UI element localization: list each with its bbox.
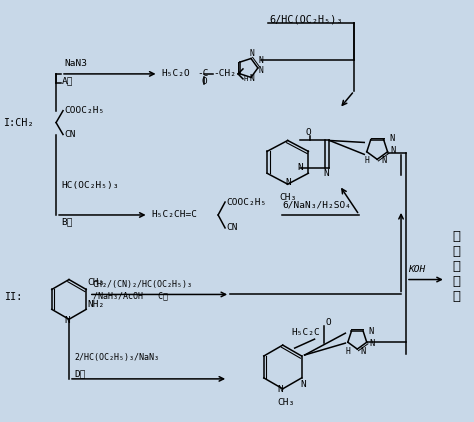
Text: CH₃: CH₃	[278, 398, 295, 407]
Text: N: N	[250, 74, 255, 84]
Text: CN: CN	[226, 223, 237, 233]
Text: O: O	[306, 128, 311, 137]
Text: H: H	[346, 346, 350, 356]
Text: CH₃: CH₃	[87, 278, 104, 287]
Text: H: H	[244, 76, 248, 82]
Text: H: H	[364, 156, 369, 165]
Text: CH₃: CH₃	[280, 192, 297, 202]
Text: H₅C₂CH=C: H₅C₂CH=C	[152, 211, 198, 219]
Text: N: N	[286, 178, 292, 187]
Text: -CH₂-: -CH₂-	[213, 69, 242, 78]
Text: A法: A法	[62, 76, 73, 85]
Text: O: O	[326, 318, 331, 327]
Text: H₅C₂O: H₅C₂O	[162, 69, 190, 78]
Text: N: N	[278, 385, 283, 394]
Text: COOC₂H₅: COOC₂H₅	[226, 197, 266, 206]
Text: N: N	[368, 327, 374, 336]
Text: CH₂/(CN)₂/HC(OC₂H₅)₃: CH₂/(CN)₂/HC(OC₂H₅)₃	[93, 280, 193, 289]
Text: N: N	[64, 316, 70, 325]
Text: H₅C₂C: H₅C₂C	[292, 328, 320, 337]
Text: 6/NaN₃/H₂SO₄: 6/NaN₃/H₂SO₄	[283, 200, 352, 210]
Text: 6/HC(OC₂H₅)₃: 6/HC(OC₂H₅)₃	[270, 14, 343, 24]
Text: N: N	[259, 57, 264, 65]
Text: I:CH₂: I:CH₂	[3, 118, 34, 127]
Text: HC(OC₂H₅)₃: HC(OC₂H₅)₃	[61, 181, 118, 189]
Text: COOC₂H₅: COOC₂H₅	[64, 106, 104, 115]
Text: O: O	[201, 77, 207, 87]
Text: II:: II:	[4, 292, 23, 303]
Text: /NaH₃/AcOH   C法: /NaH₃/AcOH C法	[93, 291, 168, 300]
Text: N: N	[301, 380, 306, 390]
Text: N: N	[360, 346, 365, 356]
Text: N: N	[250, 49, 255, 57]
Text: N: N	[381, 156, 386, 165]
Text: B法: B法	[61, 217, 73, 227]
Text: NH₂: NH₂	[87, 300, 104, 309]
Text: N: N	[369, 338, 374, 348]
Text: N: N	[259, 66, 264, 76]
Text: -C: -C	[197, 69, 209, 78]
Text: 吡
嗪
司
特
钾: 吡 嗪 司 特 钾	[453, 230, 461, 303]
Text: N: N	[298, 163, 303, 172]
Text: 2/HC(OC₂H₅)₃/NaN₃: 2/HC(OC₂H₅)₃/NaN₃	[74, 352, 159, 362]
Text: CN: CN	[64, 130, 75, 139]
Text: N: N	[389, 134, 394, 143]
Text: KOH: KOH	[408, 265, 425, 274]
Text: NaN3: NaN3	[64, 60, 87, 68]
Text: D法: D法	[74, 369, 85, 379]
Text: N: N	[323, 169, 329, 178]
Text: N: N	[390, 146, 395, 155]
